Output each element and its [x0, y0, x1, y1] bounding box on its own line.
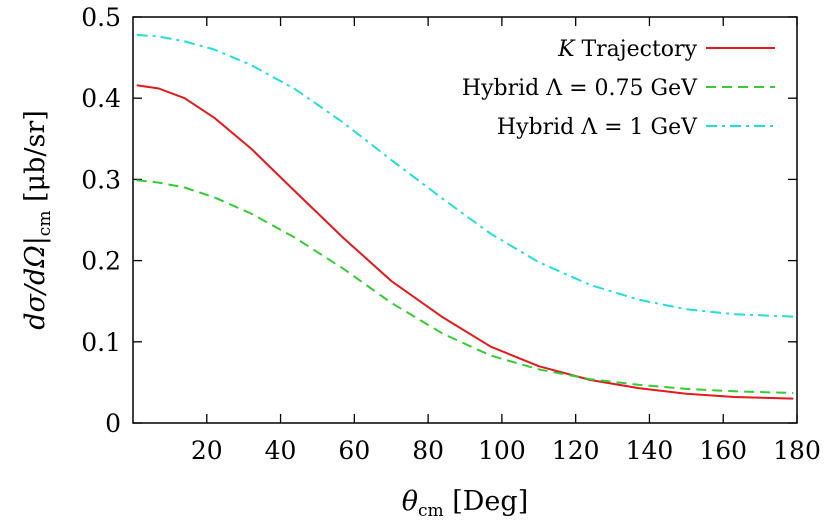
x-tick-label: 140	[626, 436, 674, 465]
legend-label-rest: Trajectory	[575, 37, 698, 62]
x-tick-label: 100	[478, 436, 526, 465]
legend-label-3: Hybrid Λ = 1 GeV	[497, 115, 698, 140]
y-axis-label-sub: cm	[35, 211, 55, 237]
y-tick-label: 0.5	[81, 3, 121, 32]
legend-label-2: Hybrid Λ = 0.75 GeV	[462, 76, 698, 101]
x-axis-label: θcm [Deg]	[402, 486, 528, 521]
x-axis-label-main: θ	[402, 486, 418, 517]
y-tick-label: 0.2	[81, 247, 121, 276]
axis-ticks	[133, 16, 798, 424]
legend-label-1: K Trajectory	[557, 37, 698, 62]
x-tick-label: 60	[338, 436, 370, 465]
y-axis-label: dσ/dΩ|cm [μb/sr]	[20, 110, 55, 330]
x-tick-label: 120	[552, 436, 600, 465]
y-tick-label: 0	[105, 409, 121, 438]
series-lines	[136, 33, 794, 400]
x-axis-label-sub: cm	[418, 501, 444, 521]
plot-frame	[132, 16, 798, 424]
x-axis-label-rest: [Deg]	[444, 486, 529, 517]
y-axis-label-main: dσ/dΩ|	[20, 236, 51, 330]
tick-labels: 20 40 60 80 100 120 140 160 180 0 0.1 0.2 0.3 0.4 0.5	[81, 3, 821, 465]
x-tick-label: 160	[699, 436, 747, 465]
y-tick-label: 0.1	[81, 328, 121, 357]
y-tick-label: 0.4	[81, 84, 121, 113]
x-tick-label: 180	[773, 436, 821, 465]
x-tick-label: 20	[191, 436, 223, 465]
x-tick-label: 40	[265, 436, 297, 465]
y-tick-label: 0.3	[81, 165, 121, 194]
y-axis-label-rest: [μb/sr]	[20, 110, 51, 210]
series-line-1	[136, 84, 794, 400]
legend: K Trajectory Hybrid Λ = 0.75 GeV Hybrid Λ …	[462, 37, 775, 140]
series-line-2	[136, 179, 794, 394]
x-tick-label: 80	[412, 436, 444, 465]
series-line-3	[136, 33, 794, 318]
legend-label-italic: K	[557, 37, 576, 62]
